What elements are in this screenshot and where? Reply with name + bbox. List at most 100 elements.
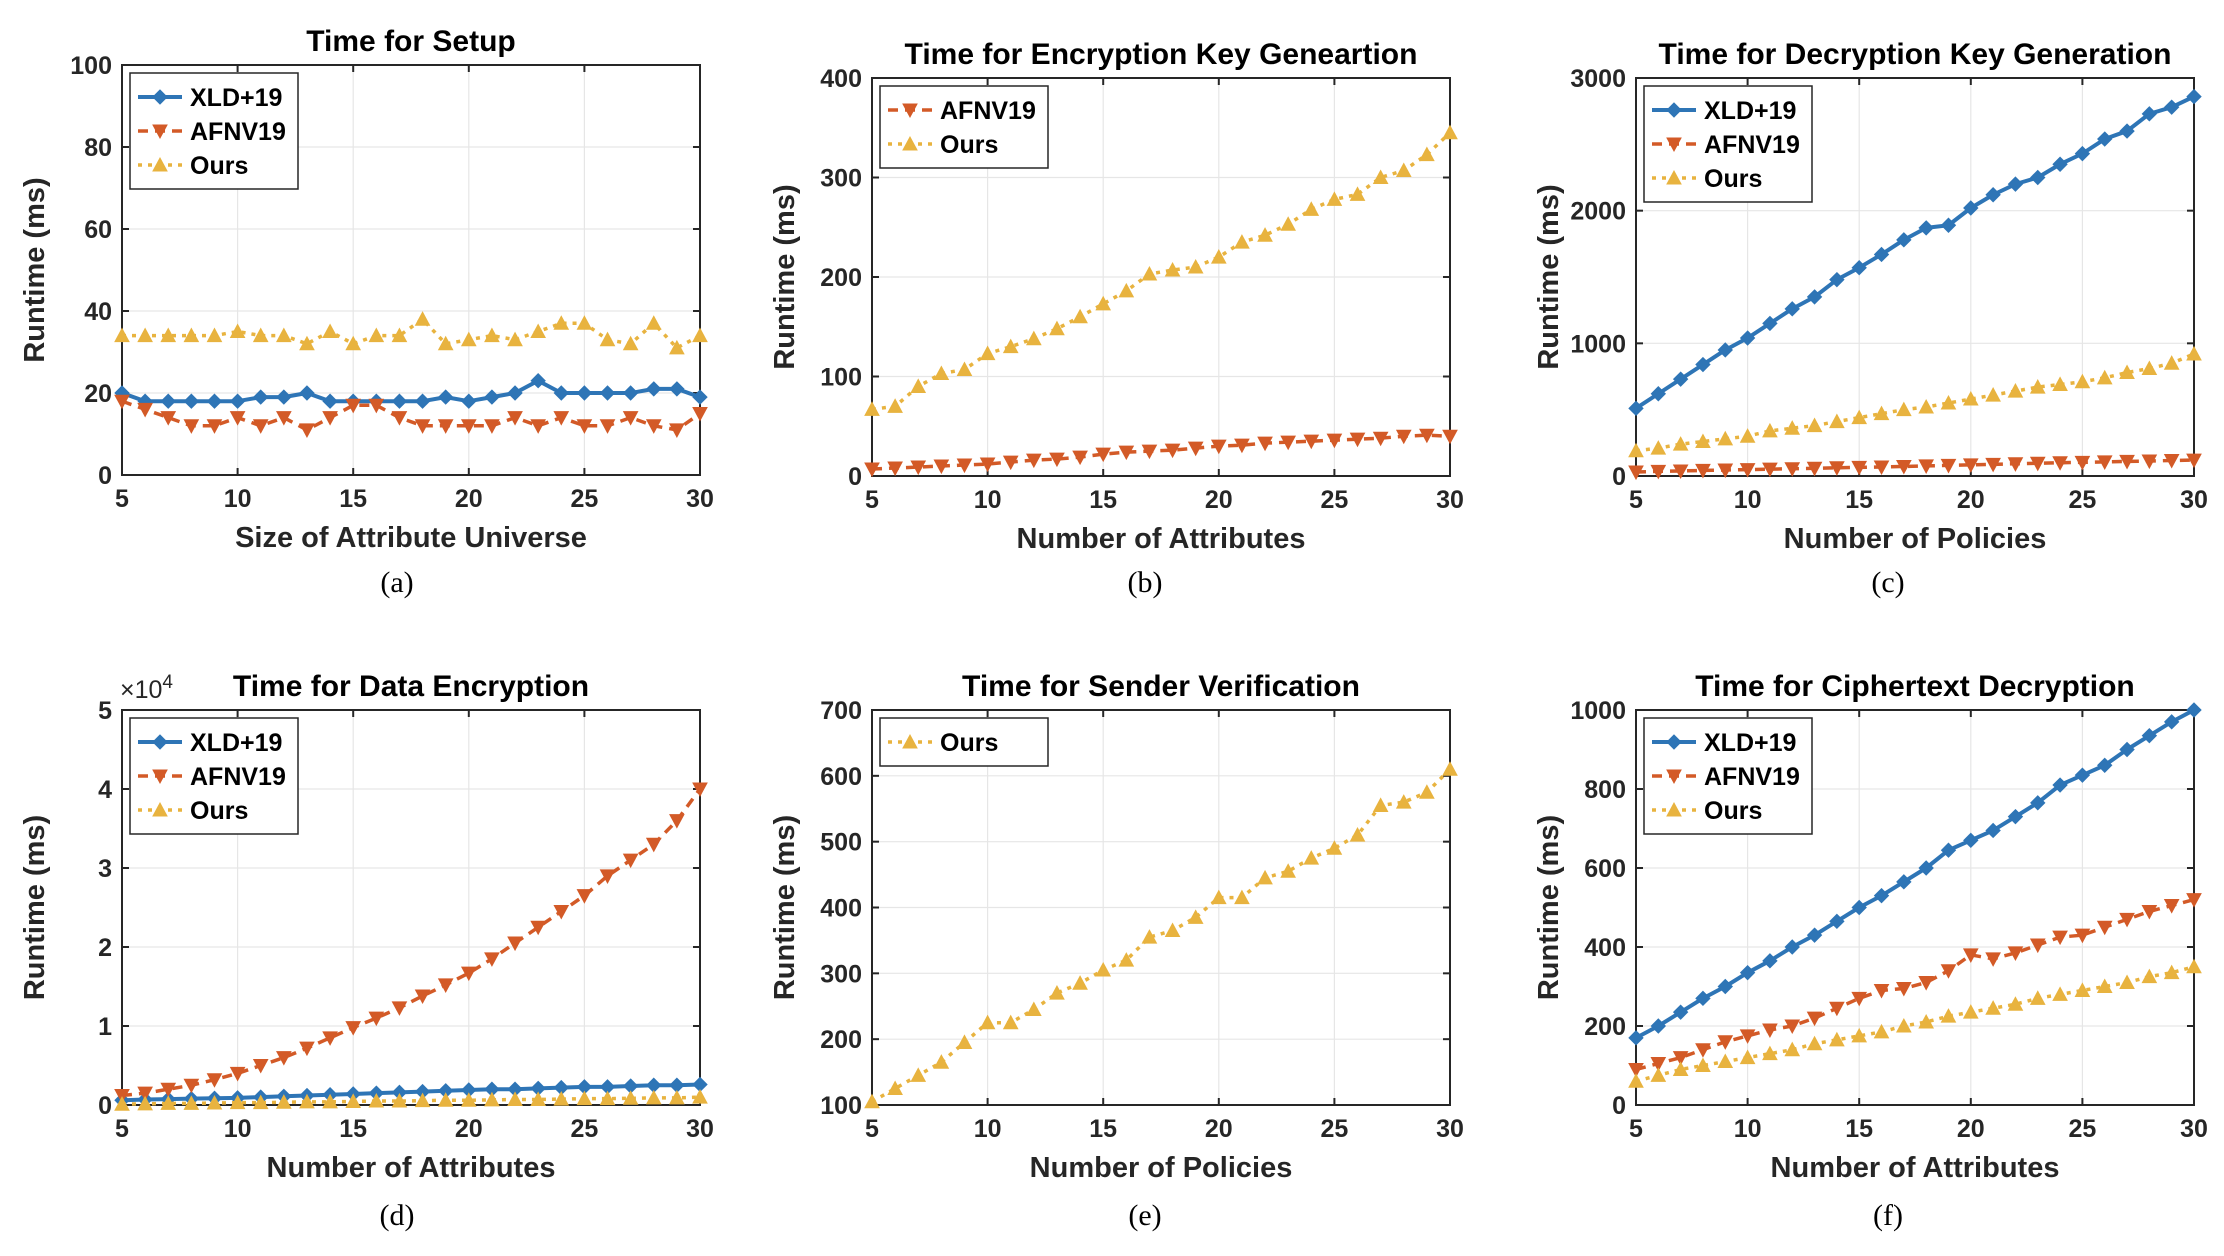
y-tick-label: 4 [98,776,112,804]
chart-title: Time for Data Encryption [233,670,589,703]
data-point [1739,330,1756,346]
y-tick-label: 3 [98,855,112,883]
y-tick-label: 2000 [1570,198,1626,226]
data-point [669,423,685,438]
data-point [956,361,973,377]
data-point [1395,429,1412,445]
y-tick-label: 500 [820,829,862,857]
data-point [1940,458,1957,474]
x-axis-label: Number of Attributes [267,1152,556,1184]
data-point [1280,435,1296,451]
data-point [1650,1057,1667,1072]
data-point [1962,1004,1979,1019]
data-point [322,411,338,426]
data-point [414,1092,431,1108]
data-point [910,378,927,393]
data-point [599,1090,616,1106]
x-tick-label: 25 [2068,486,2096,514]
data-point [1072,308,1088,324]
data-point [1851,260,1867,276]
data-point [2029,938,2046,954]
data-point [1095,295,1112,311]
data-point [1628,1030,1644,1046]
panel-caption: (a) [380,566,413,599]
data-point [1762,1045,1778,1061]
data-point [1918,459,1934,474]
data-point [979,1014,996,1030]
data-point [1762,1023,1778,1039]
data-point [1419,784,1435,799]
data-point [1026,453,1042,469]
data-point [437,389,454,405]
data-point [2052,930,2068,946]
data-point [1395,162,1412,178]
data-point [253,389,269,405]
legend-marker [1666,769,1682,785]
chart-title: Time for Sender Verification [962,670,1360,703]
data-point [1650,386,1667,402]
x-tick-label: 25 [2068,1115,2096,1143]
data-point [1164,261,1181,277]
data-point [1372,431,1389,447]
data-point [414,989,431,1005]
y-tick-label: 600 [1584,855,1626,883]
x-axis-label: Number of Attributes [1771,1152,2060,1184]
data-point [252,419,269,434]
data-point [910,1067,927,1082]
data-point [933,365,950,381]
y-tick-label: 0 [1612,463,1626,491]
data-point [1940,964,1957,979]
data-point [322,323,338,338]
data-point [1372,169,1389,184]
data-point [1762,462,1778,478]
data-point [1873,1023,1890,1039]
data-point [1717,1035,1734,1050]
data-point [1141,444,1158,460]
y-tick-label: 100 [70,52,112,80]
data-point [1628,400,1644,417]
data-point [1349,186,1366,201]
y-tick-label: 400 [1584,934,1626,962]
y-exponent: 4 [162,672,173,693]
data-point [229,323,246,338]
y-tick-label: 200 [820,1026,862,1054]
series-ours [1628,345,2202,458]
data-point [2141,968,2158,984]
series-line [121,787,702,1098]
data-point [1257,869,1273,885]
data-point [1118,445,1135,461]
data-point [229,1094,246,1110]
data-point [484,327,500,343]
data-point [1695,463,1711,479]
series-afnv19 [1628,453,2202,481]
data-point [322,1031,338,1046]
data-point [645,419,662,434]
data-point [299,335,315,351]
legend-marker [1666,169,1682,185]
x-tick-label: 10 [974,486,1002,514]
data-point [2096,978,2113,993]
data-point [1896,459,1912,475]
data-point [206,327,223,343]
data-point [183,327,200,343]
data-point [1095,447,1112,463]
data-point [1739,1029,1756,1044]
data-point [2074,767,2091,783]
data-point [1918,398,1934,414]
data-point [1829,1031,1845,1047]
data-point [345,1021,362,1036]
data-point [1072,975,1088,990]
x-tick-label: 20 [1205,1115,1233,1143]
data-point [299,1041,315,1057]
data-point [229,1066,246,1082]
x-tick-label: 30 [686,485,714,513]
y-tick-label: 80 [84,134,112,162]
data-point [137,1095,153,1111]
data-point [1419,146,1435,162]
data-point [137,402,153,418]
data-point [1650,1018,1667,1034]
data-point [1026,1001,1042,1017]
legend-marker [152,801,168,817]
